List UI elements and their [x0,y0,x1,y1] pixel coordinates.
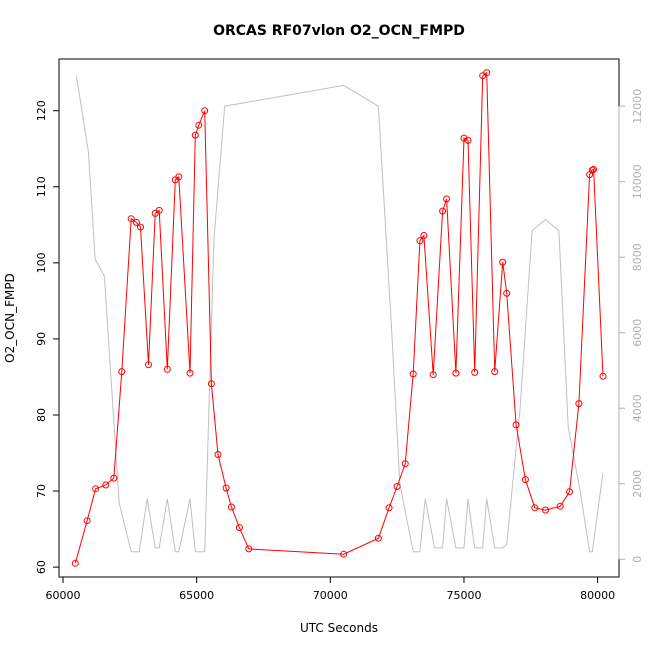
o2-point [575,400,583,408]
y-tick-label: 70 [35,484,48,498]
o2-point [420,232,428,239]
o2-point [102,481,110,489]
o2-point [145,361,152,369]
o2-point [227,503,235,511]
o2-point [340,550,348,558]
x-axis: 60000 65000 70000 75000 80000 [46,576,615,602]
x-tick-label: 70000 [313,589,348,602]
o2-point [416,237,424,245]
o2-point [521,476,529,484]
o2-point [235,524,243,532]
y2-tick-label: 4000 [631,394,644,422]
o2-point [452,369,460,377]
o2-point [71,559,79,567]
o2-point [503,289,511,297]
o2-point [163,365,171,373]
o2-point [245,545,253,553]
o2-point [385,504,393,512]
o2-point [222,484,230,492]
o2-point [443,195,451,203]
plot-box [58,58,620,578]
y-axis-right: 0 2000 4000 6000 8000 10000 12000 [618,89,644,563]
x-axis-label: UTC Seconds [300,621,378,635]
o2-point [374,534,382,542]
y-axis-left: 60 70 80 90 100 110 120 [35,100,60,574]
o2-point [201,107,209,115]
o2-series [71,69,607,567]
o2-point [460,134,468,142]
o2-point [393,483,401,490]
y-tick-label: 90 [35,332,48,346]
o2-point [429,371,437,379]
o2-point [133,219,140,226]
y-tick-label: 100 [35,252,48,273]
o2-point [207,380,215,388]
o2-point [588,166,596,174]
x-tick-label: 80000 [580,589,615,602]
o2-point [191,131,199,139]
o2-point [110,474,118,482]
y2-tick-label: 8000 [631,243,644,271]
o2-point [409,370,417,378]
o2-point [127,215,135,223]
o2-point [590,165,598,173]
x-tick-label: 65000 [179,589,214,602]
o2-point [175,173,183,181]
o2-point [401,460,409,468]
o2-point [195,121,203,129]
o2-point [83,517,91,525]
o2-point [118,368,126,376]
o2-point [92,485,100,493]
o2-point [566,488,573,496]
o2-point [155,206,163,214]
altitude-series [75,75,604,553]
y2-tick-label: 10000 [631,164,644,199]
o2-point [531,504,539,512]
chart-title: ORCAS RF07vlon O2_OCN_FMPD [213,23,465,39]
o2-line [74,71,604,564]
y2-tick-label: 0 [631,556,644,563]
altitude-line [75,75,604,553]
y-tick-label: 60 [35,560,48,574]
o2-point [137,223,144,231]
o2-point [542,506,549,514]
y-axis-label: O2_OCN_FMPD [3,273,17,363]
o2-point [464,136,472,144]
x-tick-label: 60000 [46,589,81,602]
o2-point [186,369,194,377]
o2-point [599,372,607,380]
x-tick-label: 75000 [446,589,481,602]
y2-tick-label: 6000 [631,319,644,347]
y2-tick-label: 12000 [631,89,644,124]
o2-point [471,368,479,376]
y2-tick-label: 2000 [631,470,644,498]
o2-point [499,258,507,266]
y-tick-label: 80 [35,408,48,422]
o2-point [491,368,499,376]
y-tick-label: 110 [35,176,48,197]
o2-point [556,502,564,510]
o2-point [214,451,222,458]
o2-point [439,207,447,215]
y-tick-label: 120 [35,100,48,121]
o2-point [512,421,520,429]
o2-point [483,69,491,77]
